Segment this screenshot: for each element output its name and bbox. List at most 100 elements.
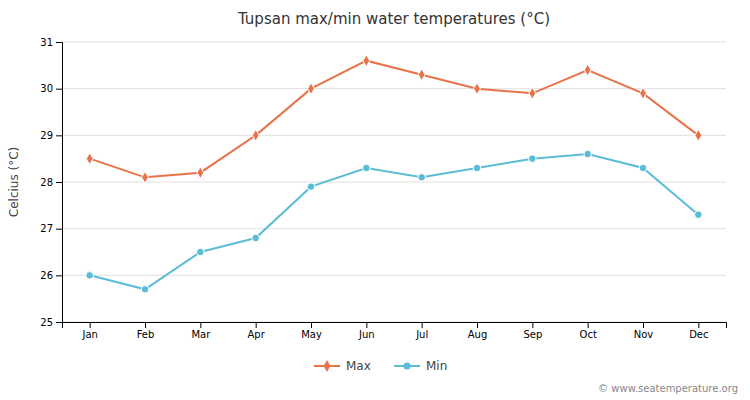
series-marker [86, 272, 94, 280]
x-tick: Mar [191, 322, 211, 340]
series-marker [252, 234, 260, 242]
x-tick-label: Mar [191, 329, 211, 340]
legend-label: Max [346, 359, 371, 373]
y-tick: 29 [40, 130, 62, 141]
x-tick-label: Feb [137, 329, 155, 340]
series-marker [307, 183, 315, 191]
legend-swatch-marker [324, 360, 331, 372]
x-tick-label: Jun [358, 329, 375, 340]
x-axis: Jan Feb Mar Apr May Jun Jul Aug Sep Oct Nov Dec [63, 322, 727, 340]
y-tick-label: 26 [40, 270, 53, 281]
y-axis-title: Celcius (°C) [7, 147, 21, 217]
chart: 25 26 27 28 29 30 31 Jan Feb Mar Apr May Jun Jul Aug Se… [0, 0, 750, 400]
x-tick: Jul [415, 322, 428, 340]
series-line [90, 154, 699, 289]
y-axis-line [56, 43, 63, 323]
x-tick-label: Oct [580, 329, 597, 340]
x-tick: Jun [358, 322, 375, 340]
y-tick-mark [56, 42, 62, 43]
series-marker [363, 164, 371, 172]
x-tick-label: Sep [523, 329, 542, 340]
legend: Max Min [314, 359, 447, 373]
grid-line [62, 228, 726, 229]
y-tick-label: 27 [40, 223, 53, 234]
series-marker [308, 83, 315, 95]
y-tick-mark [56, 135, 62, 136]
x-tick-label: Nov [634, 329, 654, 340]
y-tick-label: 29 [40, 130, 53, 141]
series-marker [584, 64, 591, 76]
y-tick-mark [56, 275, 62, 276]
series-marker [640, 87, 647, 99]
x-tick-label: Aug [468, 329, 488, 340]
x-tick-label: May [301, 329, 322, 340]
series-marker [474, 83, 481, 95]
y-tick-label: 28 [40, 177, 53, 188]
y-tick-mark [56, 229, 62, 230]
y-tick: 25 [40, 317, 62, 328]
x-tick-mark [477, 322, 478, 328]
x-tick-mark [145, 322, 146, 328]
series-marker [197, 167, 204, 179]
x-tick-mark [90, 322, 91, 328]
x-axis-line [63, 323, 727, 329]
x-tick-label: Apr [248, 329, 266, 340]
grid-line [62, 42, 726, 43]
grid-line [62, 135, 726, 136]
y-tick: 26 [40, 270, 62, 281]
series-marker [363, 55, 370, 67]
series-marker [639, 164, 647, 172]
series-marker [418, 174, 426, 182]
legend-label: Min [426, 359, 447, 373]
series-marker [695, 211, 703, 219]
y-tick-label: 30 [40, 83, 53, 94]
series-marker [418, 69, 425, 81]
x-tick-label: Dec [689, 329, 708, 340]
series-marker [141, 286, 149, 294]
marks [86, 55, 702, 293]
title: Tupsan max/min water temperatures (°C) [237, 10, 550, 28]
x-tick: Jan [81, 322, 97, 340]
y-tick-mark [56, 322, 62, 323]
series-marker [252, 129, 259, 141]
series-marker [695, 129, 702, 141]
x-tick-mark [588, 322, 589, 328]
grid [62, 42, 726, 322]
x-tick: Aug [468, 322, 488, 340]
series-marker [529, 155, 537, 163]
grid-line [62, 182, 726, 183]
plot-area: 25 26 27 28 29 30 31 Jan Feb Mar Apr May Jun Jul Aug Se… [40, 37, 726, 340]
legend-swatch-marker [403, 362, 410, 369]
x-tick-label: Jul [415, 329, 428, 340]
x-tick-mark [532, 322, 533, 328]
x-tick-mark [256, 322, 257, 328]
x-tick-label: Jan [81, 329, 97, 340]
legend-item: Min [394, 359, 447, 373]
x-tick: Nov [634, 322, 654, 340]
x-tick-mark [422, 322, 423, 328]
x-tick: Sep [523, 322, 542, 340]
x-tick: May [301, 322, 322, 340]
series-marker [142, 171, 149, 183]
y-tick-label: 25 [40, 317, 53, 328]
x-tick-mark [643, 322, 644, 328]
x-tick-mark [366, 322, 367, 328]
y-tick-mark [56, 182, 62, 183]
x-tick-mark [200, 322, 201, 328]
y-tick: 31 [40, 37, 62, 48]
watermark: © www.seatemperature.org [598, 383, 738, 394]
x-tick-mark [698, 322, 699, 328]
series-marker [529, 87, 536, 99]
x-tick: Dec [689, 322, 708, 340]
legend-item: Max [314, 359, 371, 373]
series-marker [473, 164, 481, 172]
y-tick-mark [56, 89, 62, 90]
x-tick-mark [311, 322, 312, 328]
grid-line [62, 88, 726, 89]
y-axis: 25 26 27 28 29 30 31 [40, 37, 62, 328]
grid-line [62, 275, 726, 276]
y-tick: 27 [40, 223, 62, 234]
x-tick: Feb [137, 322, 155, 340]
x-tick: Apr [248, 322, 266, 340]
x-tick: Oct [580, 322, 597, 340]
